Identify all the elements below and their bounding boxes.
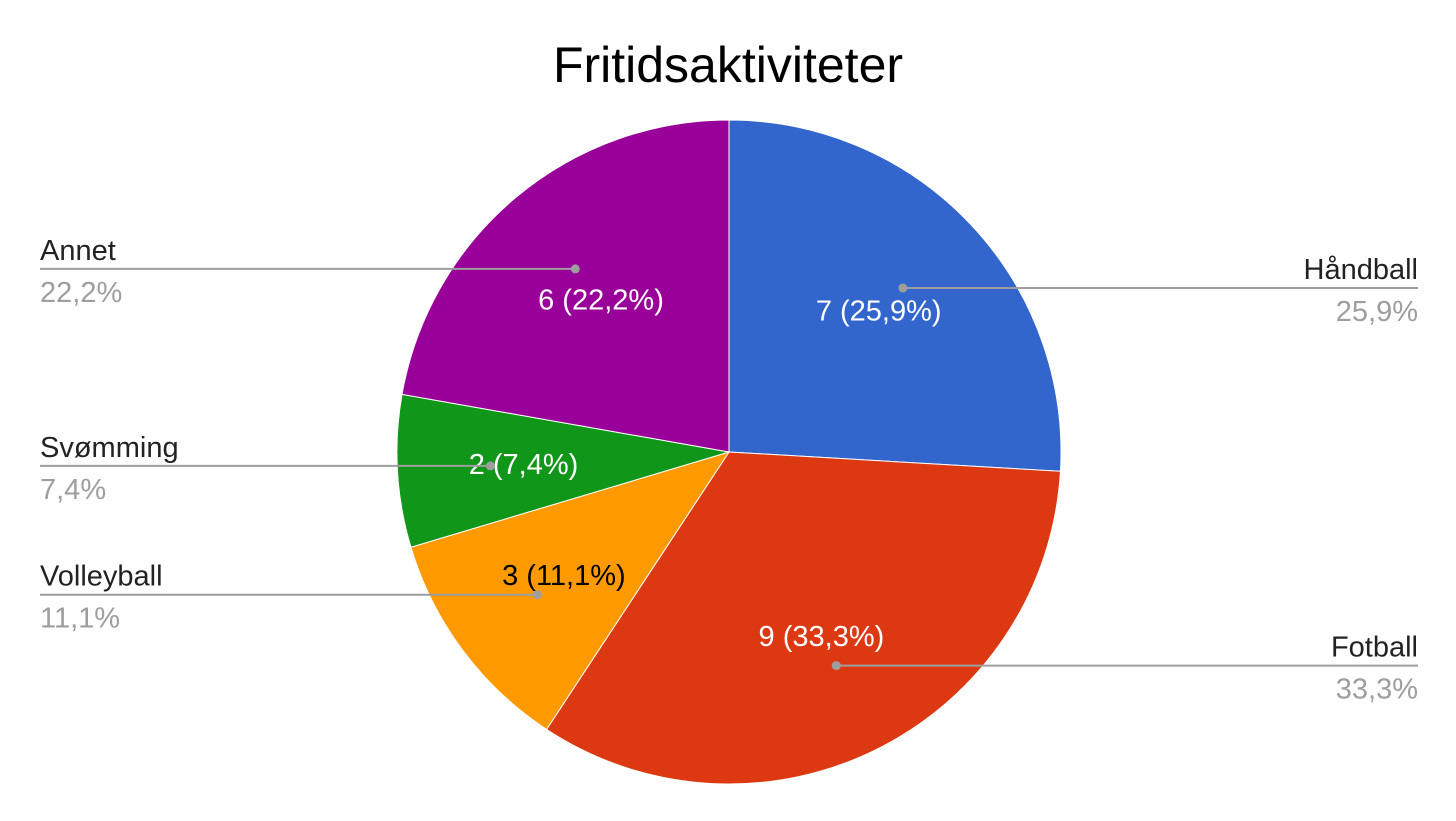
slice-label-annet: 6 (22,2%) xyxy=(538,284,664,316)
callout-dot-handball xyxy=(898,283,908,293)
callout-annet: Annet 22,2% xyxy=(40,235,580,309)
callout-dot-annet xyxy=(570,264,580,274)
callout-dot-fotball xyxy=(831,661,841,671)
pie-callouts: Håndball 25,9% Fotball 33,3% Volleyball 11,1%… xyxy=(40,235,1418,706)
pie-slice-handball[interactable] xyxy=(728,119,1062,472)
legend-name-annet: Annet xyxy=(40,235,116,267)
legend-name-volleyball: Volleyball xyxy=(40,561,163,593)
pie-slice-annet[interactable] xyxy=(401,119,730,453)
pie-slice-svomming[interactable] xyxy=(396,393,730,548)
slice-label-fotball: 9 (33,3%) xyxy=(759,621,885,653)
legend-percent-volleyball: 11,1% xyxy=(40,603,120,635)
chart-title: Fritidsaktiviteter xyxy=(553,37,903,93)
pie-slice-fotball[interactable] xyxy=(545,451,1061,785)
slice-label-volleyball: 3 (11,1%) xyxy=(502,560,626,592)
legend-percent-svomming: 7,4% xyxy=(40,474,106,506)
legend-percent-fotball: 33,3% xyxy=(1336,674,1418,706)
legend-percent-annet: 22,2% xyxy=(40,277,122,309)
pie-slices xyxy=(396,119,1062,785)
pie-slice-volleyball[interactable] xyxy=(410,451,731,731)
callout-dot-svomming xyxy=(485,461,495,471)
callout-svomming: Svømming 7,4% xyxy=(40,432,495,506)
callout-handball: Håndball 25,9% xyxy=(898,254,1418,328)
legend-name-handball: Håndball xyxy=(1304,254,1418,286)
callout-dot-volleyball xyxy=(532,590,542,600)
legend-name-fotball: Fotball xyxy=(1331,632,1418,664)
callout-fotball: Fotball 33,3% xyxy=(831,632,1418,706)
legend-name-svomming: Svømming xyxy=(40,432,179,464)
pie-slice-labels: 7 (25,9%)9 (33,3%)3 (11,1%)2 (7,4%)6 (22… xyxy=(469,284,942,653)
slice-label-handball: 7 (25,9%) xyxy=(816,296,942,328)
callout-volleyball: Volleyball 11,1% xyxy=(40,561,542,635)
legend-percent-handball: 25,9% xyxy=(1336,296,1418,328)
